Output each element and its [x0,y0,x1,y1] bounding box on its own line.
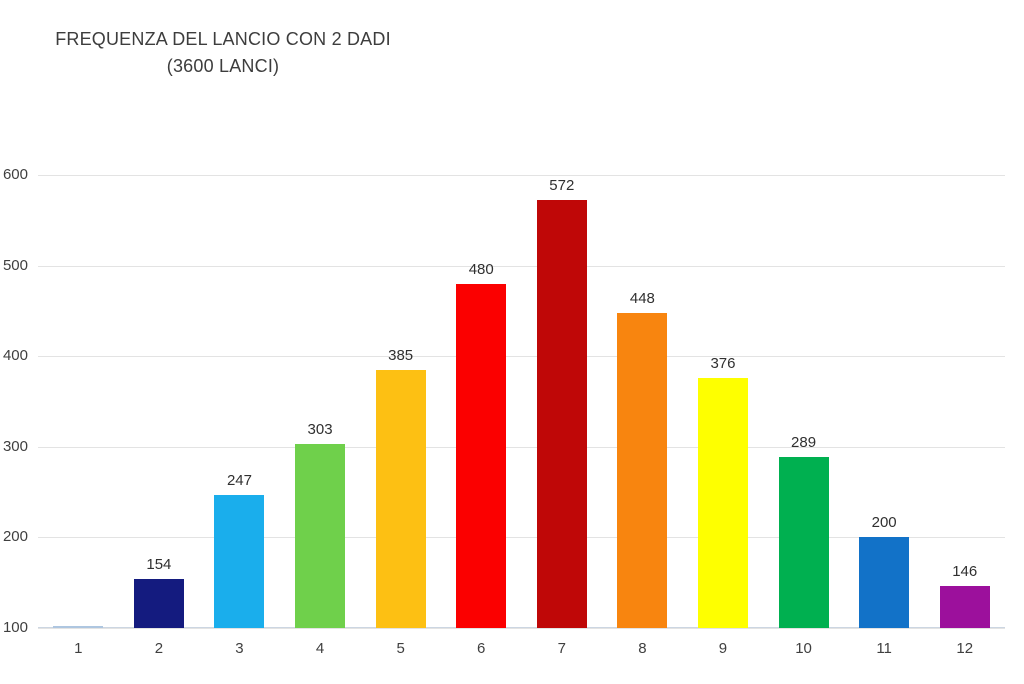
bar-value-label: 303 [307,421,333,439]
bar-value-label: 289 [791,433,817,451]
bar-value-label: 247 [226,471,252,489]
x-axis-category-label: 3 [235,640,244,657]
x-axis-category-label: 4 [315,640,325,657]
bar-8 [617,312,668,628]
x-axis-category-label: 8 [638,640,647,657]
gridline-100 [38,628,1005,629]
x-axis-category-label: 11 [876,640,892,657]
bar-value-label: 480 [468,260,494,278]
bar-value-label: 146 [952,563,978,581]
y-axis-tick-label: 500 [2,256,28,274]
bar-6 [456,283,507,628]
y-axis-tick-label: 100 [2,619,28,636]
bar-5 [375,369,426,628]
bar-7 [536,200,587,628]
bar-2 [133,579,184,628]
bar-4 [295,444,346,628]
x-axis-category-label: 9 [718,640,728,657]
x-axis-category-label: 5 [396,640,405,657]
bar-value-label: 376 [710,354,736,372]
bar-9 [697,377,748,628]
x-axis-category-label: 1 [74,640,83,657]
x-axis-category-label: 6 [477,640,486,657]
gridline-200 [38,537,1005,539]
bar-value-label: 200 [871,514,897,532]
gridline-400 [38,356,1005,358]
gridline-500 [38,265,1005,267]
y-axis-tick-label: 400 [2,347,28,365]
bar-11 [859,537,910,628]
chart-title-line1: FREQUENZA DEL LANCIO CON 2 DADI [55,29,391,49]
x-axis-category-label: 7 [557,640,566,657]
y-axis-tick-label: 600 [2,166,28,183]
bar-12 [939,586,990,628]
bar-3 [214,494,265,628]
x-axis-category-label: 10 [795,640,812,657]
plot-area: 600 500 400 300 200 100 1 154 2 247 3 303 4 385 5 480 6 5… [3,166,1005,657]
bar-1 [53,626,104,628]
chart-title-line2: (3600 LANCI) [166,56,280,76]
gridline-600 [38,175,1005,176]
chart-title: FREQUENZA DEL LANCIO CON 2 DADI (3600 LA… [50,26,396,80]
x-axis-category-label: 2 [154,640,164,657]
gridline-300 [38,446,1005,448]
bar-value-label: 154 [146,556,172,574]
bar-10 [778,456,829,628]
y-axis-tick-label: 300 [2,437,28,455]
bar-value-label: 572 [549,177,575,195]
x-axis-category-label: 12 [956,640,974,657]
x-axis-line [38,627,1005,628]
bar-value-label: 448 [629,289,655,307]
y-axis-tick-label: 200 [2,528,28,546]
bar-value-label: 385 [388,346,414,364]
